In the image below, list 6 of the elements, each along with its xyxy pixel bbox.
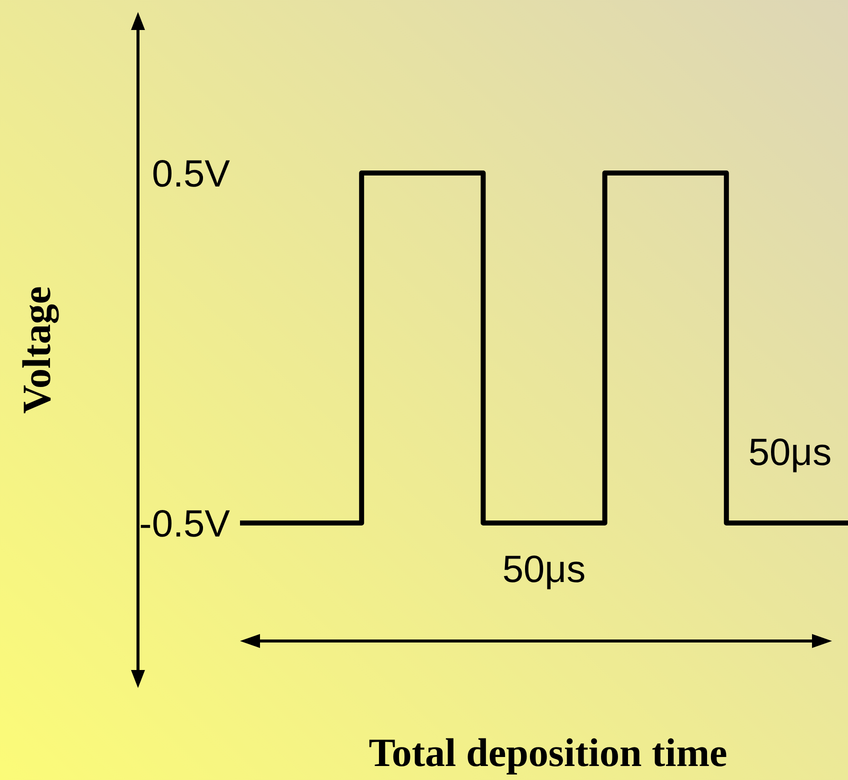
y-tick-label: -0.5V <box>139 503 231 546</box>
text: 50μs <box>502 549 586 591</box>
y-tick-label: 0.5V <box>152 153 231 196</box>
y-axis-title: Voltage <box>14 286 59 414</box>
annotation: 50μs <box>748 432 832 474</box>
x-axis-title: Total deposition time <box>368 730 728 775</box>
